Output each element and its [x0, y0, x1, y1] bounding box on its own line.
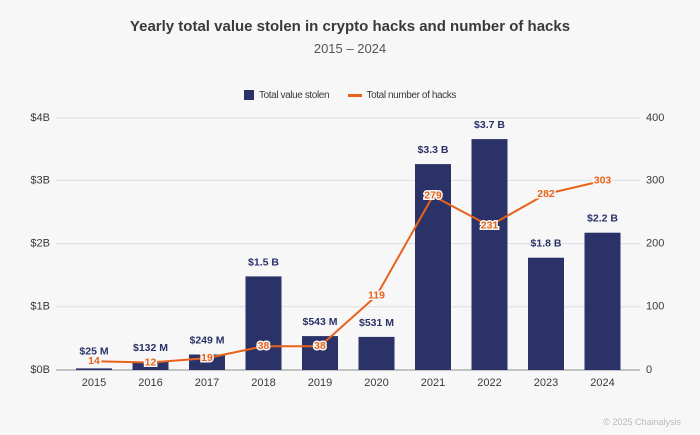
- svg-text:$543 M: $543 M: [302, 316, 337, 328]
- svg-text:400: 400: [646, 112, 664, 124]
- svg-text:$1B: $1B: [30, 301, 50, 313]
- svg-text:279: 279: [424, 190, 442, 202]
- svg-text:282: 282: [537, 188, 555, 200]
- svg-text:2018: 2018: [251, 377, 275, 389]
- svg-text:2017: 2017: [195, 377, 219, 389]
- svg-text:$2B: $2B: [30, 238, 50, 250]
- svg-text:$3B: $3B: [30, 174, 50, 186]
- svg-text:100: 100: [646, 301, 664, 313]
- svg-text:$249 M: $249 M: [189, 335, 224, 347]
- svg-text:$3.3 B: $3.3 B: [418, 144, 449, 156]
- svg-text:19: 19: [201, 352, 213, 364]
- svg-text:$4B: $4B: [30, 112, 50, 124]
- svg-text:119: 119: [368, 289, 385, 301]
- svg-text:300: 300: [646, 174, 664, 186]
- svg-text:$531 M: $531 M: [359, 317, 394, 329]
- svg-text:231: 231: [481, 220, 499, 232]
- svg-text:$0B: $0B: [30, 364, 50, 376]
- svg-text:2021: 2021: [421, 377, 445, 389]
- svg-text:12: 12: [145, 356, 157, 368]
- svg-text:$1.5 B: $1.5 B: [248, 256, 279, 268]
- svg-text:2024: 2024: [590, 377, 614, 389]
- svg-text:200: 200: [646, 238, 664, 250]
- svg-text:303: 303: [594, 175, 612, 187]
- svg-text:$1.8 B: $1.8 B: [531, 238, 562, 250]
- svg-text:38: 38: [314, 340, 326, 352]
- svg-text:0: 0: [646, 364, 652, 376]
- svg-text:2016: 2016: [138, 377, 162, 389]
- svg-text:2020: 2020: [364, 377, 388, 389]
- svg-text:38: 38: [258, 340, 270, 352]
- svg-text:2015: 2015: [82, 377, 106, 389]
- svg-text:2023: 2023: [534, 377, 558, 389]
- svg-text:$132 M: $132 M: [133, 342, 168, 354]
- svg-text:2019: 2019: [308, 377, 332, 389]
- svg-text:$3.7 B: $3.7 B: [474, 119, 505, 131]
- svg-text:2022: 2022: [477, 377, 501, 389]
- svg-text:14: 14: [88, 355, 100, 367]
- svg-text:$2.2 B: $2.2 B: [587, 213, 618, 225]
